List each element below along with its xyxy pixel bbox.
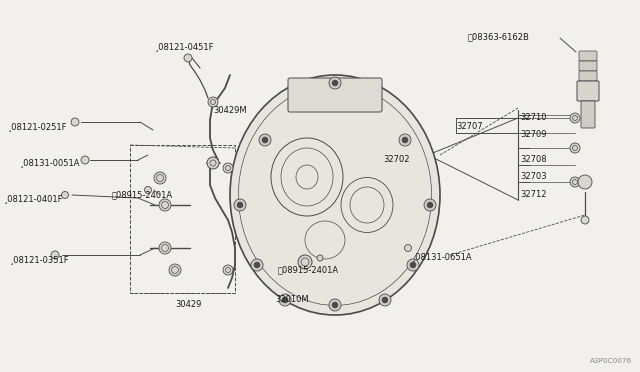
Text: 30429M: 30429M — [213, 106, 246, 115]
Text: 32702: 32702 — [383, 155, 410, 164]
Text: 32710: 32710 — [520, 113, 547, 122]
Text: 32708: 32708 — [520, 155, 547, 164]
Text: ¸08121-0251F: ¸08121-0251F — [8, 122, 67, 131]
Circle shape — [407, 259, 419, 271]
Circle shape — [581, 216, 589, 224]
Text: Ⓥ08915-2401A: Ⓥ08915-2401A — [112, 190, 173, 199]
Text: Ⓢ08363-6162B: Ⓢ08363-6162B — [468, 32, 530, 41]
FancyBboxPatch shape — [579, 71, 597, 81]
Circle shape — [184, 54, 192, 62]
Text: 30429: 30429 — [175, 300, 202, 309]
Circle shape — [223, 163, 233, 173]
Circle shape — [154, 172, 166, 184]
Circle shape — [145, 186, 152, 193]
Circle shape — [399, 134, 411, 146]
Circle shape — [169, 264, 181, 276]
FancyBboxPatch shape — [579, 61, 597, 71]
Circle shape — [570, 177, 580, 187]
Circle shape — [329, 299, 341, 311]
Text: 32010M: 32010M — [275, 295, 308, 304]
Circle shape — [329, 77, 341, 89]
Circle shape — [51, 251, 59, 259]
FancyBboxPatch shape — [581, 101, 595, 128]
Circle shape — [282, 297, 288, 303]
Circle shape — [317, 255, 323, 261]
Text: ¸08121-0351F: ¸08121-0351F — [10, 255, 70, 264]
Circle shape — [279, 294, 291, 306]
Text: 32707: 32707 — [456, 122, 483, 131]
Circle shape — [578, 175, 592, 189]
Bar — [130, 145, 235, 293]
Circle shape — [254, 262, 260, 268]
Text: 32712: 32712 — [520, 190, 547, 199]
Circle shape — [237, 202, 243, 208]
FancyBboxPatch shape — [579, 51, 597, 61]
FancyBboxPatch shape — [577, 81, 599, 101]
Text: ¸08121-0401F: ¸08121-0401F — [4, 194, 63, 203]
Text: 32703: 32703 — [520, 172, 547, 181]
Circle shape — [159, 199, 171, 211]
Circle shape — [427, 202, 433, 208]
Circle shape — [251, 259, 263, 271]
Circle shape — [410, 262, 416, 268]
Circle shape — [71, 118, 79, 126]
Text: ¸08121-0451F: ¸08121-0451F — [155, 42, 214, 51]
Circle shape — [262, 137, 268, 143]
FancyBboxPatch shape — [288, 78, 382, 112]
Circle shape — [234, 199, 246, 211]
Circle shape — [570, 143, 580, 153]
Circle shape — [208, 97, 218, 107]
Circle shape — [424, 199, 436, 211]
Text: 32709: 32709 — [520, 130, 547, 139]
Text: A3P0C0076: A3P0C0076 — [590, 358, 632, 364]
Circle shape — [259, 134, 271, 146]
Circle shape — [379, 294, 391, 306]
Circle shape — [404, 244, 412, 251]
Circle shape — [570, 113, 580, 123]
Text: ¸08131-0651A: ¸08131-0651A — [412, 252, 472, 261]
Circle shape — [382, 297, 388, 303]
Ellipse shape — [230, 75, 440, 315]
Circle shape — [298, 255, 312, 269]
Circle shape — [207, 157, 219, 169]
Circle shape — [159, 242, 171, 254]
Text: Ⓖ08915-2401A: Ⓖ08915-2401A — [278, 265, 339, 274]
Circle shape — [332, 302, 338, 308]
Circle shape — [61, 192, 68, 199]
Circle shape — [223, 265, 233, 275]
Circle shape — [81, 156, 89, 164]
Circle shape — [332, 80, 338, 86]
Circle shape — [402, 137, 408, 143]
Text: ¸08131-0051A: ¸08131-0051A — [20, 158, 81, 167]
